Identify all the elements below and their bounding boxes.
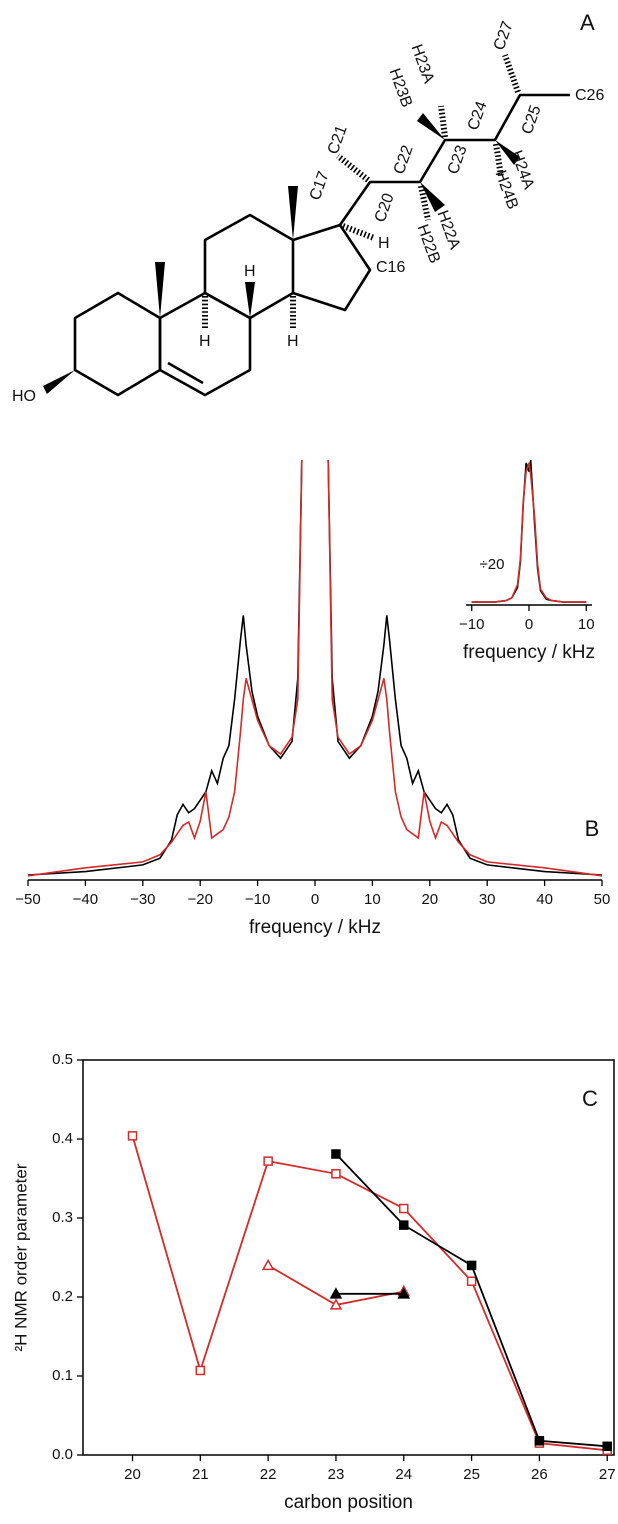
y-axis-label: ²H NMR order parameter <box>11 1163 30 1351</box>
wedge-bond <box>155 262 165 318</box>
wedge-bond <box>245 282 255 318</box>
plot-frame <box>82 1059 615 1456</box>
x-tick-label: −10 <box>459 616 484 633</box>
y-tick-label: 0.4 <box>52 1130 73 1147</box>
atom-label: HO <box>12 388 36 405</box>
atom-label: H22B <box>413 222 443 265</box>
x-tick-label: −30 <box>130 891 155 908</box>
x-tick-label: 10 <box>578 616 595 633</box>
marker <box>466 1260 477 1271</box>
wedge-bond <box>288 186 298 240</box>
x-tick-label: 20 <box>421 891 438 908</box>
x-tick-label: −20 <box>187 891 212 908</box>
atom-label: C16 <box>376 259 405 276</box>
hash-bond <box>493 143 504 177</box>
marker <box>397 1287 411 1299</box>
y-tick-label: 0.5 <box>52 1051 73 1068</box>
atom-label: C21 <box>325 123 351 156</box>
x-tick-label: 23 <box>328 1466 345 1483</box>
series-line <box>471 460 587 603</box>
panel-label: A <box>580 10 595 35</box>
marker <box>331 1149 341 1159</box>
series-line <box>131 1135 608 1452</box>
x-tick-label: 27 <box>599 1466 616 1483</box>
atom-label: H <box>287 333 299 350</box>
ring-d <box>292 223 372 312</box>
wedge-bond <box>420 182 445 212</box>
atom-label: C24 <box>465 99 491 132</box>
series-line <box>27 460 603 877</box>
atom-label: C22 <box>391 143 417 176</box>
x-tick-label: 26 <box>531 1466 548 1483</box>
marker <box>534 1436 545 1446</box>
wedge-bond <box>417 113 445 140</box>
marker <box>195 1365 206 1376</box>
x-tick-label: 40 <box>536 891 553 908</box>
plot-area <box>471 460 587 603</box>
series-line <box>27 460 603 876</box>
molecule: A <box>43 10 595 397</box>
hash-bond <box>502 54 521 93</box>
x-tick-label: 24 <box>395 1466 412 1483</box>
double-bond <box>167 361 204 385</box>
atom-label: C20 <box>372 191 398 224</box>
x-tick-label: 0 <box>311 891 319 908</box>
x-tick-label: −10 <box>245 891 270 908</box>
marker <box>399 1220 409 1230</box>
atom-label: H <box>244 263 256 280</box>
atom-label: C23 <box>445 143 471 176</box>
annotation: B <box>585 816 600 841</box>
series-line <box>471 462 587 603</box>
atom-label: H23B <box>385 66 415 109</box>
marker <box>466 1276 477 1286</box>
x-tick-label: −40 <box>73 891 98 908</box>
marker <box>331 1169 341 1179</box>
marker <box>329 1287 343 1299</box>
ring-a <box>73 291 162 397</box>
y-tick-label: 0.3 <box>52 1209 73 1226</box>
x-axis-label: frequency / kHz <box>249 917 381 938</box>
atom-label: H <box>378 235 390 252</box>
hash-bond <box>438 105 448 138</box>
annotation: ÷20 <box>480 556 505 573</box>
x-axis-label: frequency / kHz <box>463 642 595 663</box>
atom-label: H23A <box>407 42 437 86</box>
x-tick-label: 21 <box>192 1466 209 1483</box>
plot-area <box>127 1131 612 1456</box>
x-tick-label: 50 <box>594 891 611 908</box>
marker <box>399 1203 409 1214</box>
series-line <box>335 1153 608 1448</box>
wedge-bond <box>495 140 520 165</box>
marker <box>602 1441 612 1452</box>
y-tick-label: 0.1 <box>52 1367 73 1384</box>
hash-bond <box>336 153 370 183</box>
x-tick-label: 30 <box>479 891 496 908</box>
marker <box>127 1131 138 1141</box>
x-tick-label: 10 <box>364 891 381 908</box>
plot-area <box>27 460 603 877</box>
marker <box>263 1156 273 1166</box>
y-tick-label: 0.0 <box>52 1446 73 1463</box>
annotation: C <box>582 1086 598 1111</box>
x-tick-label: 0 <box>525 616 533 633</box>
marker <box>261 1258 275 1271</box>
atom-label: C26 <box>575 87 604 104</box>
hash-bond <box>341 223 376 241</box>
x-tick-label: −50 <box>15 891 40 908</box>
y-tick-label: 0.2 <box>52 1288 73 1305</box>
atom-label: H <box>199 333 211 350</box>
atom-label: C17 <box>307 169 333 202</box>
x-tick-label: 22 <box>260 1466 277 1483</box>
wedge-bond <box>43 370 75 394</box>
marker <box>329 1298 343 1310</box>
x-tick-label: 25 <box>463 1466 480 1483</box>
atom-label: C25 <box>519 103 545 136</box>
x-axis-label: carbon position <box>284 1492 413 1513</box>
x-tick-label: 20 <box>124 1466 141 1483</box>
atom-label: C27 <box>491 19 517 52</box>
